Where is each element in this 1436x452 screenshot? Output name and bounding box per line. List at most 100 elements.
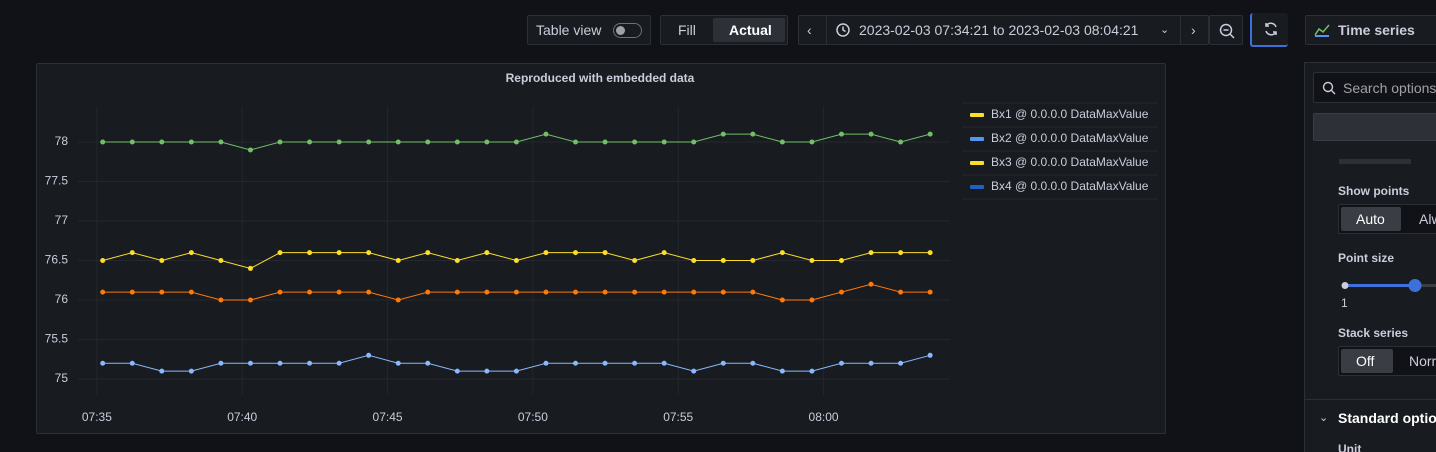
unit-label: Unit [1338,442,1362,452]
x-tick-label: 07:35 [82,410,112,424]
data-point [218,258,224,264]
data-point [307,360,313,366]
data-point [484,139,490,145]
data-point [484,289,490,295]
x-tick-label: 07:55 [663,410,693,424]
refresh-icon [1265,22,1277,36]
data-point [395,139,401,145]
data-point [927,131,933,137]
y-tick-label: 77 [55,213,69,227]
fill-actual-group: Fill Actual [660,15,788,45]
data-point [484,250,490,256]
data-point [513,289,519,295]
data-point [454,289,460,295]
zoom-out-button[interactable] [1209,15,1243,45]
actual-button[interactable]: Actual [713,18,785,42]
data-point [927,250,933,256]
data-point [247,360,253,366]
data-point [838,360,844,366]
data-point [927,289,933,295]
data-point [513,258,519,264]
data-point [247,297,253,303]
fill-button[interactable]: Fill [678,22,696,38]
data-point [129,289,135,295]
data-point [691,258,697,264]
refresh-button[interactable] [1250,13,1288,47]
data-point [218,297,224,303]
chart-title: Reproduced with embedded data [506,71,695,85]
data-point [218,139,224,145]
visualization-picker[interactable]: Time series [1305,15,1436,45]
data-point [159,289,165,295]
legend-swatch [970,113,984,117]
table-view-label: Table view [536,22,602,38]
data-point [395,360,401,366]
tab-bar [1313,113,1436,141]
scroll-fragment [1339,159,1411,164]
data-point [366,250,372,256]
time-range-picker[interactable]: ‹ 2023-02-03 07:34:21 to 2023-02-03 08:0… [798,15,1209,45]
chevron: ⌄ [1160,24,1170,36]
radio-selected[interactable]: Off [1341,349,1393,373]
data-point [513,139,519,145]
actual-label: Actual [729,22,772,38]
data-point [750,131,756,137]
radio-selected[interactable]: Auto [1341,207,1401,231]
data-point [632,139,638,145]
data-point [454,368,460,374]
data-point [868,131,874,137]
next-arrow[interactable]: › [1191,22,1196,38]
data-point [632,289,638,295]
point-size-slider[interactable] [1335,275,1436,295]
data-point [602,139,608,145]
search-icon [1322,81,1336,95]
data-point [720,131,726,137]
legend-label: Bx2 @ 0.0.0.0 DataMaxValue [991,131,1149,145]
search-box[interactable]: Search options [1313,72,1436,103]
separator [1305,399,1436,400]
data-point [838,289,844,295]
data-point [188,368,194,374]
data-point [484,368,490,374]
data-point [188,250,194,256]
search-placeholder: Search options [1343,80,1436,96]
data-point [277,250,283,256]
data-point [868,281,874,287]
data-point [100,139,106,145]
data-point [395,258,401,264]
data-point [454,258,460,264]
data-point [898,250,904,256]
prev-arrow[interactable]: ‹ [807,22,812,38]
data-point [661,139,667,145]
data-point [277,289,283,295]
data-point [307,139,313,145]
legend-label: Bx4 @ 0.0.0.0 DataMaxValue [991,179,1149,193]
legend-label: Bx3 @ 0.0.0.0 DataMaxValue [991,155,1149,169]
data-point [691,139,697,145]
table-view-toggle[interactable]: Table view [527,15,651,45]
data-point [661,360,667,366]
radio-option[interactable]: Always [1419,211,1436,227]
data-point [425,250,431,256]
options-pane: Search options Show points Auto Always P… [1304,62,1436,452]
y-tick-label: 76.5 [45,253,69,267]
collapse-chevron[interactable]: ⌄ [1319,412,1329,424]
data-point [868,250,874,256]
section-title[interactable]: Standard options [1338,410,1436,426]
viz-label: Time series [1338,22,1415,38]
data-point [188,139,194,145]
y-tick-label: 78 [55,134,69,148]
slider-min: 1 [1341,296,1348,310]
radio-option[interactable]: Normal [1409,353,1436,369]
data-point [750,360,756,366]
data-point [277,360,283,366]
divider [1180,16,1181,44]
data-point [573,360,579,366]
data-point [277,139,283,145]
data-point [188,289,194,295]
stack-series-radio: Off Normal [1338,346,1436,376]
data-point [425,360,431,366]
data-point [425,139,431,145]
data-point [661,250,667,256]
